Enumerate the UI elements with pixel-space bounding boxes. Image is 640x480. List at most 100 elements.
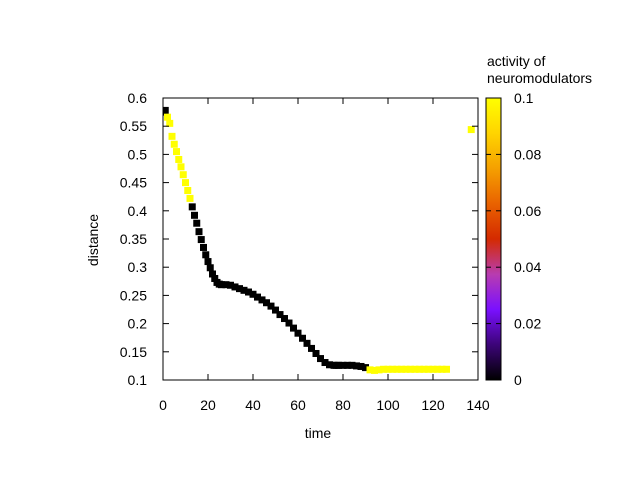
data-point <box>339 361 347 369</box>
x-axis: 0 20 40 60 80 100 120 140 <box>159 98 490 413</box>
data-point <box>179 171 187 179</box>
data-point <box>186 194 194 202</box>
y-axis: 0.1 0.15 0.2 0.25 0.3 0.35 0.4 0.45 0.5 0.55 0.6 <box>120 90 478 388</box>
data-point <box>312 349 320 357</box>
data-point <box>206 264 214 272</box>
data-point <box>163 106 169 114</box>
data-point <box>202 251 210 259</box>
data-point <box>263 299 270 307</box>
data-point <box>467 126 475 134</box>
y-tick-label: 0.5 <box>128 146 148 162</box>
data-point <box>402 365 410 373</box>
data-point <box>380 365 387 373</box>
data-point <box>231 283 239 291</box>
y-tick-label: 0.4 <box>128 203 148 219</box>
data-point <box>276 311 284 319</box>
colorbar-title-line-1: activity of <box>487 53 545 69</box>
data-point <box>411 365 419 373</box>
plot-frame <box>162 97 479 381</box>
data-point <box>281 315 288 323</box>
x-tick-label: 140 <box>466 397 490 413</box>
colorbar-tick-label: 0.04 <box>514 259 541 275</box>
data-point <box>366 366 374 374</box>
data-point <box>188 203 196 211</box>
data-point <box>362 364 369 372</box>
data-point <box>258 296 266 304</box>
data-point <box>191 211 198 219</box>
data-point <box>175 155 183 163</box>
y-axis-label: distance <box>85 214 101 266</box>
data-point <box>227 281 234 289</box>
data-point <box>326 361 333 369</box>
data-point <box>393 365 401 373</box>
data-point <box>294 329 302 337</box>
y-tick-label: 0.15 <box>120 344 147 360</box>
y-tick-label: 0.2 <box>128 316 148 332</box>
colorbar-tick-label: 0.02 <box>514 316 541 332</box>
data-point <box>420 365 428 373</box>
x-tick-label: 100 <box>376 397 400 413</box>
x-tick-label: 0 <box>159 397 167 413</box>
data-point <box>254 293 261 301</box>
data-point <box>285 319 293 327</box>
data-point <box>197 236 205 244</box>
data-point <box>416 365 423 373</box>
y-tick-label: 0.6 <box>128 90 148 106</box>
data-point <box>168 132 176 140</box>
data-point <box>267 302 275 310</box>
data-point <box>240 286 248 294</box>
data-point <box>182 179 189 187</box>
data-point <box>357 362 365 370</box>
data-point <box>398 365 405 373</box>
data-point <box>389 365 396 373</box>
data-point <box>193 219 201 227</box>
x-tick-label: 60 <box>290 397 306 413</box>
x-tick-label: 120 <box>421 397 445 413</box>
y-tick-label: 0.35 <box>120 231 147 247</box>
colorbar-gradient <box>485 97 502 381</box>
data-point <box>245 288 252 296</box>
y-tick-label: 0.1 <box>128 372 148 388</box>
colorbar-tick-label: 0.08 <box>514 146 541 162</box>
data-point <box>335 361 342 369</box>
data-point <box>236 285 243 293</box>
data-point <box>200 243 207 251</box>
data-point <box>353 362 360 370</box>
data-point <box>375 366 383 374</box>
data-point <box>443 365 450 373</box>
data-point <box>290 324 297 332</box>
x-tick-label: 40 <box>245 397 261 413</box>
data-point <box>308 344 315 352</box>
data-point <box>321 359 329 367</box>
data-point <box>348 361 356 369</box>
colorbar-title-line-2: neuromodulators <box>487 70 592 86</box>
data-point <box>249 290 257 298</box>
data-point <box>317 355 324 363</box>
colorbar-ticks: 0 0.02 0.04 0.06 0.08 0.1 <box>486 90 541 388</box>
data-point <box>209 270 216 278</box>
data-point <box>384 365 392 373</box>
data-point <box>204 258 212 266</box>
colorbar: 0 0.02 0.04 0.06 0.08 0.1 activity of neuromo… <box>485 53 592 388</box>
data-points <box>163 106 475 374</box>
data-point <box>195 228 203 236</box>
data-point <box>371 366 378 374</box>
data-point <box>173 148 180 156</box>
y-tick-label: 0.3 <box>128 259 148 275</box>
data-point <box>222 281 230 289</box>
data-point <box>425 365 432 373</box>
data-point <box>299 334 306 342</box>
data-point <box>164 113 171 121</box>
data-point <box>407 365 414 373</box>
data-point <box>184 186 192 194</box>
y-tick-label: 0.55 <box>120 118 147 134</box>
x-tick-label: 80 <box>335 397 351 413</box>
x-axis-label: time <box>305 425 332 441</box>
y-tick-label: 0.25 <box>120 287 147 303</box>
data-point <box>218 281 225 289</box>
data-point <box>429 365 437 373</box>
colorbar-tick-label: 0.06 <box>514 203 541 219</box>
colorbar-tick-label: 0 <box>514 372 522 388</box>
data-point <box>170 140 178 148</box>
